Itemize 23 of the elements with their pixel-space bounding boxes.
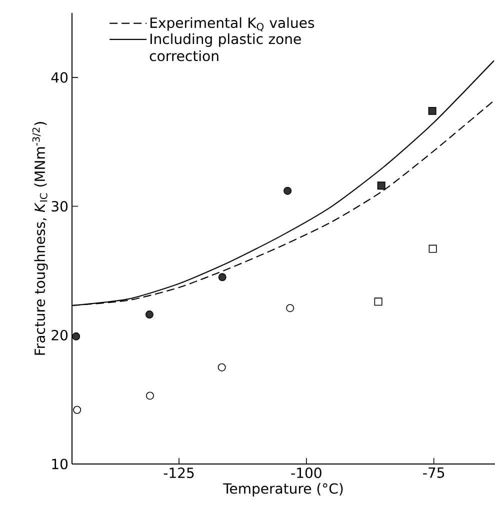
x-axis-title: Temperature (°C) — [223, 482, 343, 497]
x-tick-label: -125 — [164, 468, 194, 478]
point — [377, 182, 386, 190]
y-tick-label: 40 — [51, 72, 68, 83]
point — [146, 392, 154, 400]
y-tick-label: 30 — [52, 200, 68, 212]
point — [374, 298, 382, 306]
point — [284, 186, 292, 195]
point — [428, 244, 437, 253]
legend-label: Including plastic zone correction — [150, 33, 301, 62]
point — [286, 304, 294, 312]
x-tick-label: -75 — [423, 468, 444, 478]
point — [428, 106, 436, 115]
point — [145, 310, 154, 319]
point — [218, 273, 226, 282]
y-tick-label: 10 — [52, 458, 68, 470]
x-tick-label: -100 — [291, 468, 322, 478]
y-axis-title: Fracture toughness, K$_{IC}$ (MNm$^{-3/2}$) — [32, 122, 48, 355]
point — [218, 363, 226, 372]
y-tick-label: 20 — [52, 330, 68, 340]
point — [73, 406, 82, 414]
legend-label: Experimental K$_{Q}$ values — [150, 17, 314, 32]
point — [72, 332, 80, 340]
